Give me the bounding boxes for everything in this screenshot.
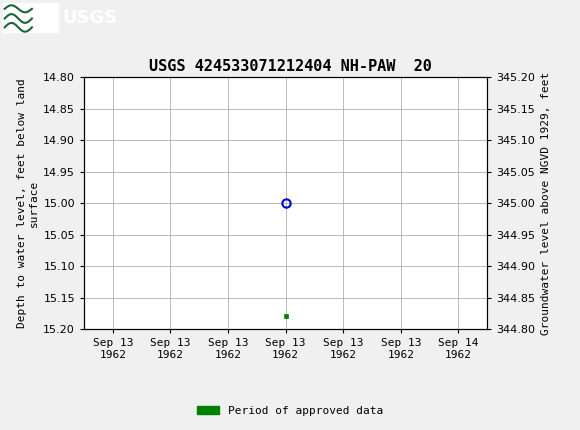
Text: USGS 424533071212404 NH-PAW  20: USGS 424533071212404 NH-PAW 20 bbox=[148, 59, 432, 74]
Text: USGS: USGS bbox=[63, 9, 118, 27]
FancyBboxPatch shape bbox=[3, 3, 58, 32]
Legend: Period of approved data: Period of approved data bbox=[193, 401, 387, 420]
Y-axis label: Depth to water level, feet below land
surface: Depth to water level, feet below land su… bbox=[17, 78, 39, 328]
Y-axis label: Groundwater level above NGVD 1929, feet: Groundwater level above NGVD 1929, feet bbox=[541, 71, 551, 335]
